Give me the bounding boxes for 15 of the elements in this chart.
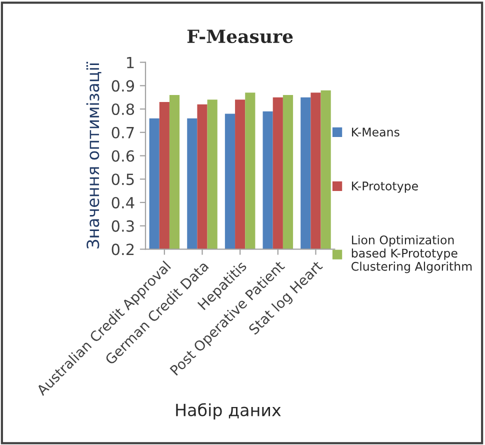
- y-tick-label: 0.8: [112, 103, 134, 116]
- y-tick-label: 0.7: [112, 126, 134, 138]
- y-tick-label: 1: [127, 56, 134, 68]
- y-tick-label: 0.2: [112, 244, 134, 256]
- y-tick-label: 0.9: [112, 80, 134, 92]
- legend-label: K-Means: [352, 128, 400, 137]
- y-tick-label: 0.6: [112, 150, 134, 162]
- legend-label: K-Prototype: [352, 182, 418, 193]
- y-tick-label: 0.3: [112, 220, 134, 232]
- chart-title: F-Measure: [187, 30, 293, 44]
- legend-label: Lion Optimization based K-Prototype Clustering Algorithm: [352, 235, 472, 274]
- x-axis-title: Набір даних: [176, 403, 281, 420]
- y-tick-label: 0.4: [112, 196, 134, 208]
- y-tick-label: 0.5: [112, 174, 134, 186]
- y-axis-title: Значення оптимізації: [86, 62, 102, 248]
